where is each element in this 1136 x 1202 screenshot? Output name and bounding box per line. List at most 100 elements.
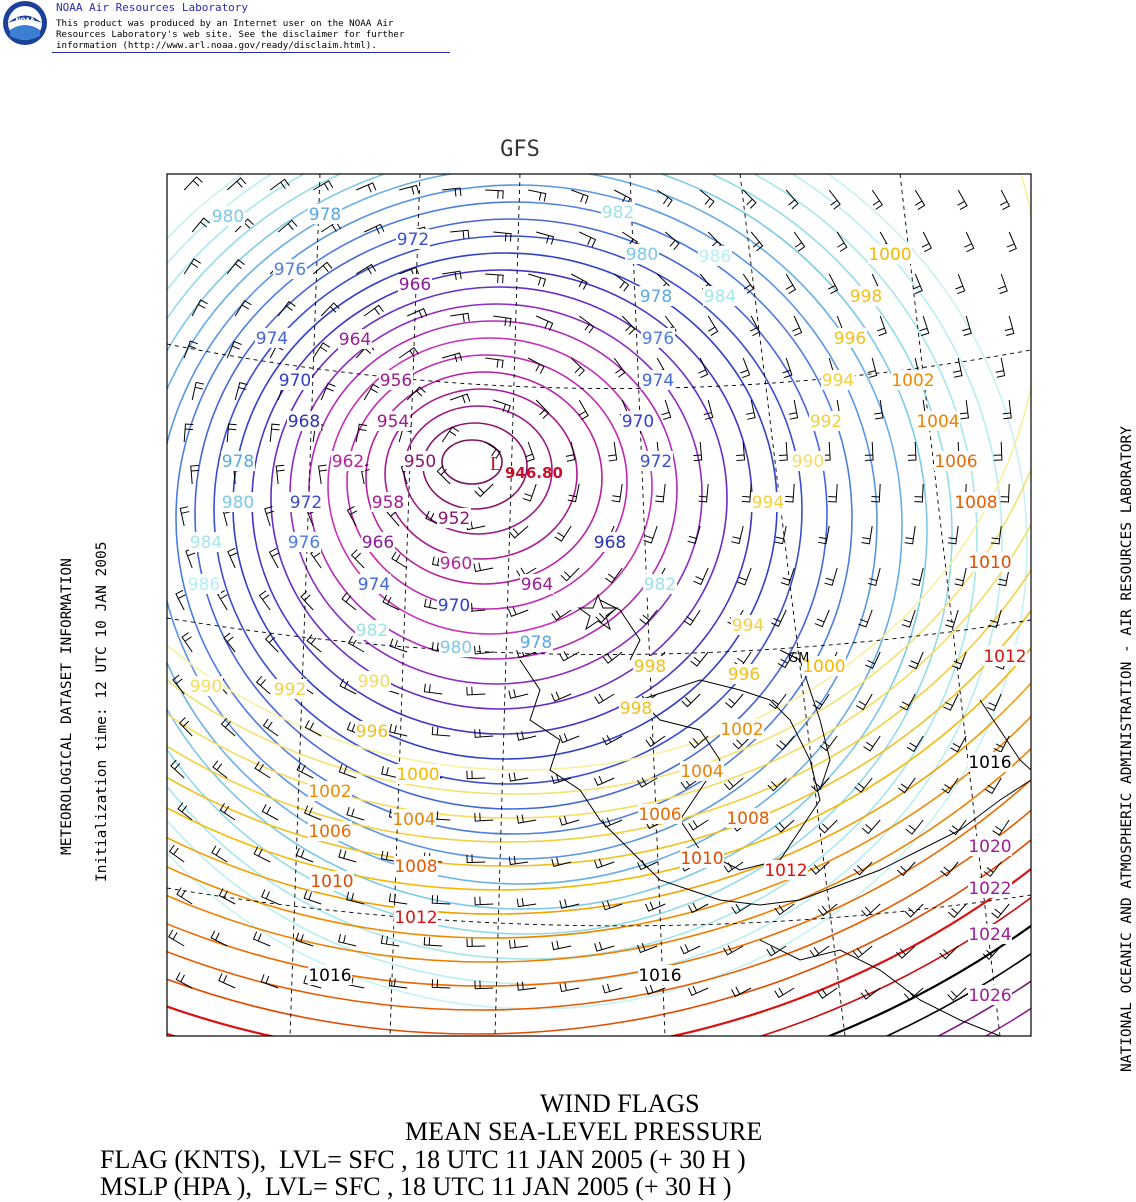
isobar-label: 1016 [308,966,351,986]
isobar-label: 1008 [954,493,997,513]
isobar-label: 1002 [891,371,934,391]
isobar-label: 964 [521,575,553,595]
isobar-label: 994 [822,371,854,391]
isobar-label: 976 [288,533,320,553]
isobar-label: 976 [642,329,674,349]
isobar-label: 992 [274,680,306,700]
init-time-title: Initialization time: 12 UTC 10 JAN 2005 [94,541,110,882]
isobar-label: 980 [212,207,244,227]
isobar-label: 986 [188,575,220,595]
footer-mslp-line: MSLP (HPA ), LVL= SFC , 18 UTC 11 JAN 20… [100,1172,732,1201]
isobar-label: 980 [222,493,254,513]
isobar-label: 998 [634,657,666,677]
isobar-label: 980 [626,245,658,265]
low-pressure-value: 946.80 [505,464,563,482]
isobar-label: 956 [380,371,412,391]
isobar-label: 976 [274,260,306,280]
isobar-label: 1016 [638,966,681,986]
disclaimer-line: This product was produced by an Internet… [56,18,394,29]
isobar-label: 972 [397,230,429,250]
header-title: NOAA Air Resources Laboratory [56,1,249,14]
isobar-label: 1026 [968,986,1011,1006]
isobar-label: 1020 [968,837,1011,857]
isobar-label: 1006 [638,805,681,825]
isobar-label: 972 [640,452,672,472]
isobar-label: 1002 [720,720,763,740]
isobar-label: 1000 [396,765,439,785]
disclaimer-line: Resources Laboratory's web site. See the… [56,29,405,40]
isobar-label: 1004 [680,762,723,782]
star-icon [577,593,619,631]
isobar-label: 1004 [916,412,959,432]
isobar-label: 968 [594,533,626,553]
map-frame [166,173,1032,1037]
isobar-label: 1012 [394,908,437,928]
footer-flag-line: FLAG (KNTS), LVL= SFC , 18 UTC 11 JAN 20… [100,1145,746,1174]
isobar-label: 998 [850,287,882,307]
isobar-label: 990 [358,672,390,692]
isobar-label: 1000 [868,245,911,265]
isobar-label: 982 [356,621,388,641]
isobar-label: 1012 [764,861,807,881]
isobar-label: 966 [362,533,394,553]
svg-text:NOAA: NOAA [15,17,35,24]
isobar-label: 970 [279,371,311,391]
isobar-label: 996 [356,722,388,742]
isobar-label: 974 [642,371,674,391]
dataset-info-title: METEOROLOGICAL DATASET INFORMATION [59,558,75,855]
isobar-label: 984 [190,533,222,553]
isobar-label: 974 [256,329,288,349]
isobar-label: 1024 [968,925,1011,945]
isobar-label: 982 [644,575,676,595]
isobar-label: 1000 [802,657,845,677]
isobar-label: 996 [834,329,866,349]
coastline [519,599,1031,1036]
isobar-label: 966 [399,275,431,295]
isobar-label: 1022 [968,879,1011,899]
low-pressure-symbol: L [490,453,502,475]
isobar-label: 984 [704,287,736,307]
isobar-label: 978 [520,633,552,653]
header: NOAA NOAA Air Resources Laboratory This … [0,0,450,56]
disclaimer-line: information (http://www.arl.noaa.gov/rea… [56,40,377,51]
isobar-label: 1010 [680,849,723,869]
isobar-label: 1012 [983,647,1026,667]
isobar-label: 986 [699,247,731,267]
plot-title: GFS [500,137,540,162]
isobar-label: 1008 [394,857,437,877]
isobar-label: 994 [752,493,784,513]
isobar-label: 962 [332,452,364,472]
isobar-label: 974 [358,575,390,595]
isobar-label: 1006 [308,822,351,842]
isobar-label: 970 [438,596,470,616]
isobar-label: 998 [620,699,652,719]
isobar-label: 964 [339,330,371,350]
isobar-label: 978 [222,452,254,472]
footer-wind-flags: WIND FLAGS [540,1089,700,1118]
isobar-label: 982 [602,203,634,223]
isobar-label: 1010 [310,872,353,892]
isobar-labels: 980 978 982 980 986 972 976 966 978 984 974 964 976 9… [187,202,1027,1006]
isobar-label: 978 [640,287,672,307]
isobar-label: 958 [372,493,404,513]
isobar-label: 968 [288,412,320,432]
station-label: GM [788,651,809,666]
footer-mslp: MEAN SEA-LEVEL PRESSURE [405,1117,763,1146]
isobar-label: 978 [309,205,341,225]
isobar-label: 970 [622,412,654,432]
isobar-label: 990 [190,677,222,697]
isobar-label: 994 [732,616,764,636]
isobar-label: 1004 [392,810,435,830]
noaa-logo: NOAA [3,1,47,45]
isobar-label: 992 [810,412,842,432]
header-rule [52,52,450,53]
isobar-label: 1016 [968,753,1011,773]
isobar-label: 954 [377,412,409,432]
isobar-label: 990 [792,452,824,472]
isobar-label: 1006 [934,452,977,472]
isobar-label: 996 [728,665,760,685]
isobar-label: 1010 [968,553,1011,573]
isobar-label: 950 [404,452,436,472]
